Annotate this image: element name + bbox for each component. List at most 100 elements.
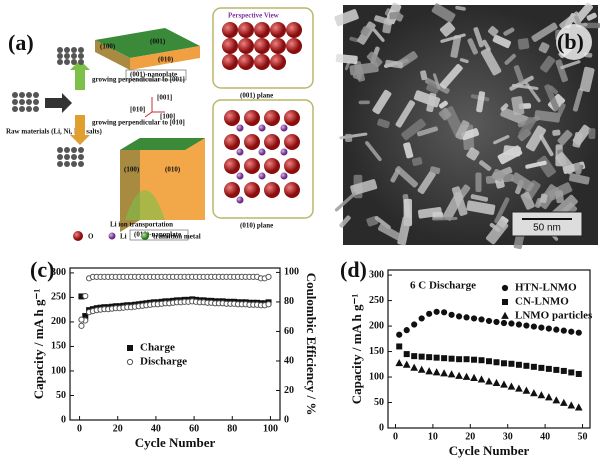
x-tick-label: 80 (227, 423, 237, 434)
y-tick-label: 100 (369, 371, 384, 382)
flake (335, 54, 358, 64)
point (545, 365, 552, 372)
point (553, 366, 560, 373)
flake (491, 168, 506, 182)
atom (78, 161, 84, 167)
label: (010) (165, 166, 181, 174)
atom (26, 92, 32, 98)
flake (365, 141, 382, 162)
inset (212, 7, 314, 89)
flake (517, 38, 530, 50)
flake (536, 155, 556, 178)
flake (420, 70, 428, 81)
flake (334, 9, 359, 27)
legend-label: Charge (140, 342, 175, 354)
flake (431, 3, 456, 23)
flake (510, 172, 535, 192)
atom (236, 196, 244, 204)
flake (466, 200, 496, 215)
atom (71, 47, 77, 53)
y-tick-label: 200 (369, 320, 384, 331)
point (552, 396, 561, 404)
flake (572, 132, 583, 148)
point (553, 326, 560, 333)
atom (264, 134, 280, 150)
atom (64, 59, 70, 65)
label: Raw materials (Li, Ni, Mn salts) (6, 128, 103, 136)
point (574, 403, 583, 411)
y2-tick-label: 60 (284, 326, 294, 337)
point (433, 354, 440, 361)
atom (33, 92, 39, 98)
flake (475, 172, 482, 192)
point (523, 362, 530, 369)
scale-box (511, 211, 583, 237)
x-tick-label: 100 (263, 423, 278, 434)
plate-top (120, 138, 205, 150)
atom (244, 134, 260, 150)
flake (544, 84, 560, 112)
atom (78, 53, 84, 59)
legend-atom (108, 232, 116, 240)
point (265, 301, 272, 308)
atom (238, 38, 254, 54)
point (486, 358, 492, 365)
point (515, 321, 523, 328)
chart: (c) 0 20 40 60 80 100 0 50 100 150 200 250 300 0 20 40 60… (30, 257, 319, 450)
panel-b: (b) 50 nm (334, 2, 601, 250)
flake (500, 103, 509, 111)
point (78, 322, 85, 329)
point (508, 320, 515, 327)
flake (482, 39, 491, 52)
flake (358, 100, 370, 105)
flake (438, 107, 452, 121)
label: Li (120, 233, 127, 241)
atom (236, 172, 244, 180)
point (522, 386, 531, 394)
point (411, 353, 418, 360)
flake (339, 215, 351, 228)
atom (222, 22, 238, 38)
flake (476, 91, 486, 113)
flake (556, 103, 566, 118)
label: [100] (160, 113, 175, 121)
atom (64, 47, 70, 53)
point (462, 372, 471, 380)
point (78, 316, 85, 323)
flake (503, 27, 515, 36)
atom (264, 182, 280, 198)
x-axis-label: Cycle Number (449, 443, 530, 458)
legend-label: CN-LNMO (515, 296, 569, 308)
legend-marker (502, 299, 508, 305)
x-tick-label: 50 (578, 431, 588, 442)
y-tick-label: 50 (56, 390, 66, 401)
point (508, 360, 515, 367)
atom (224, 158, 240, 174)
atom (280, 172, 288, 180)
atom (238, 54, 254, 70)
x-tick-label: 40 (151, 423, 161, 434)
point (396, 343, 403, 350)
x-tick-label: 40 (540, 431, 550, 442)
flake (401, 118, 426, 141)
flake (395, 166, 418, 188)
point (418, 315, 425, 322)
flake (552, 129, 561, 136)
point (456, 356, 463, 363)
panel-label: (d) (340, 257, 367, 282)
legend-label: Discharge (140, 356, 187, 368)
label: Perspective View (228, 12, 280, 20)
label: (010) plane (240, 222, 273, 230)
point (523, 322, 530, 329)
point (82, 292, 89, 300)
flake (467, 38, 478, 55)
atom (258, 172, 266, 180)
atom (64, 161, 70, 167)
atom (19, 99, 25, 105)
flake (403, 142, 414, 159)
point (560, 367, 567, 374)
flake (513, 65, 524, 83)
flake (525, 125, 547, 152)
flake (350, 179, 378, 196)
